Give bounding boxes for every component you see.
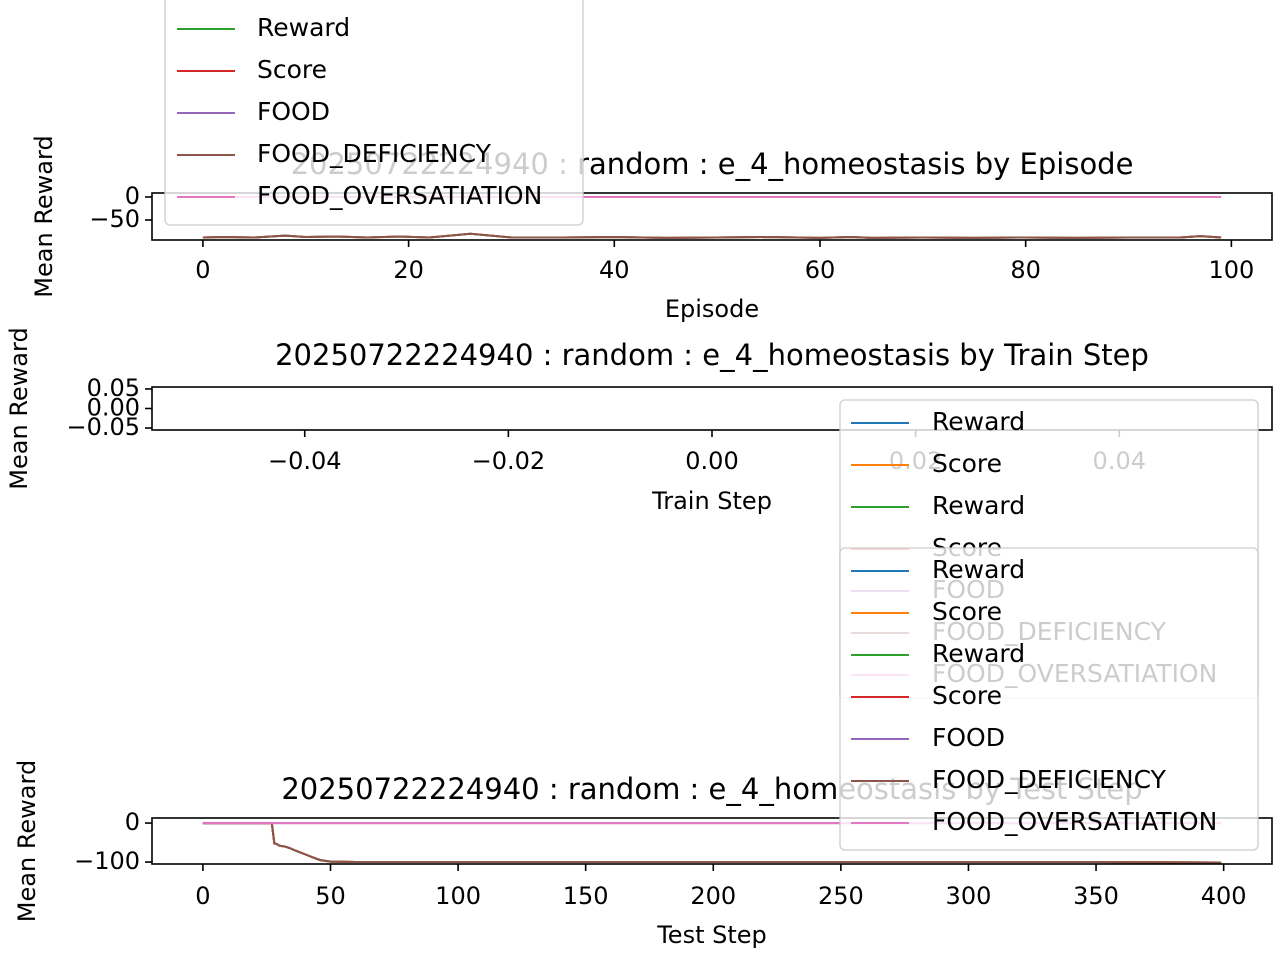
x-tick-label: 250 (818, 882, 864, 910)
legend-label: FOOD_OVERSATIATION (257, 181, 542, 210)
chart-title: 20250722224940 : random : e_4_homeostasi… (275, 338, 1149, 372)
x-tick-label: 300 (946, 882, 992, 910)
series-line (202, 232, 1222, 239)
x-tick-label: −0.02 (472, 447, 546, 475)
y-tick-label: 0 (125, 808, 140, 836)
legend-label: FOOD_DEFICIENCY (257, 139, 492, 168)
legend-box (839, 547, 1259, 851)
plot-area (202, 822, 1222, 864)
x-tick-label: 350 (1073, 882, 1119, 910)
x-tick-label: 0 (195, 256, 210, 284)
x-tick-label: −0.04 (268, 447, 342, 475)
y-tick-label: −50 (89, 205, 140, 233)
legend-label: Score (932, 597, 1002, 626)
x-tick-label: 40 (599, 256, 630, 284)
x-tick-label: 20 (393, 256, 424, 284)
x-tick-label: 60 (805, 256, 836, 284)
x-tick-label: 100 (435, 882, 481, 910)
y-axis-label: Mean Reward (13, 760, 41, 922)
y-axis-label: Mean Reward (5, 327, 33, 489)
x-tick-label: 0 (195, 882, 210, 910)
x-axis-label: Episode (665, 295, 759, 323)
legend: Reward Score Reward Score FOOD FOOD_DEFICIENC… (839, 547, 1259, 851)
legend-box (164, 0, 584, 226)
x-tick-label: 80 (1010, 256, 1041, 284)
legend: Reward Score FOOD FOOD_DEFICIENCY FOOD_OVERS… (164, 0, 584, 226)
legend-label: Reward (932, 491, 1025, 520)
y-tick-label: 0 (125, 182, 140, 210)
legend-label: Score (257, 55, 327, 84)
axes-frame (151, 817, 1273, 865)
x-tick-label: 400 (1201, 882, 1247, 910)
y-tick-label: 0.00 (87, 394, 140, 422)
y-tick-label: −100 (74, 847, 140, 875)
series-line (202, 822, 1222, 864)
x-tick-label: 150 (563, 882, 609, 910)
legend-label: FOOD_OVERSATIATION (932, 807, 1217, 836)
legend-label: Reward (932, 639, 1025, 668)
axes-frame (151, 192, 1273, 241)
x-tick-label: 50 (315, 882, 346, 910)
legend-label: FOOD_DEFICIENCY (932, 765, 1167, 794)
legend-label: Score (932, 681, 1002, 710)
legend-label: Reward (257, 13, 350, 42)
y-tick-label: −0.05 (66, 413, 140, 441)
x-tick-label: 100 (1208, 256, 1254, 284)
y-tick-label: 0.05 (87, 374, 140, 402)
legend-label: FOOD (257, 97, 330, 126)
legend-label: Reward (932, 407, 1025, 436)
x-tick-label: 200 (690, 882, 736, 910)
x-tick-label: 0.00 (685, 447, 738, 475)
legend-label: Score (932, 449, 1002, 478)
y-axis-label: Mean Reward (30, 135, 58, 297)
x-axis-label: Train Step (651, 487, 772, 515)
legend-label: Reward (932, 555, 1025, 584)
legend-label: FOOD (932, 723, 1005, 752)
x-axis-label: Test Step (656, 921, 767, 949)
